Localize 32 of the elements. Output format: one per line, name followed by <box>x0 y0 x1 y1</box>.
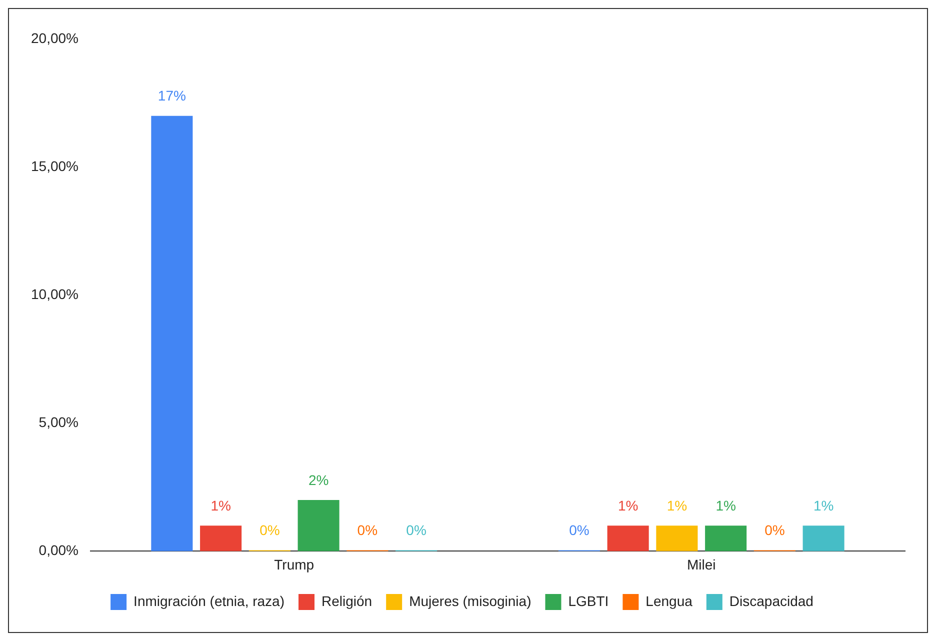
bar <box>705 526 747 552</box>
data-label: 0% <box>260 522 280 538</box>
y-tick-label: 15,00% <box>31 158 78 174</box>
bar <box>151 116 193 552</box>
data-label: 0% <box>569 522 590 538</box>
legend-label: Discapacidad <box>729 592 814 609</box>
data-label: 1% <box>716 497 736 514</box>
data-label: 2% <box>308 472 329 488</box>
y-tick-label: 0,00% <box>38 542 78 558</box>
data-label: 1% <box>618 497 638 514</box>
data-label: 0% <box>357 522 378 538</box>
data-label: 0% <box>406 522 426 538</box>
legend-label: Inmigración (etnia, raza) <box>134 592 284 609</box>
legend-label: Mujeres (misoginia) <box>409 592 532 609</box>
y-tick-label: 5,00% <box>38 414 78 430</box>
data-label: 1% <box>666 497 688 514</box>
bar <box>298 500 340 552</box>
data-label: 17% <box>158 88 186 104</box>
x-tick-label: Trump <box>274 556 314 572</box>
data-label: 1% <box>210 497 231 514</box>
bar <box>802 526 844 552</box>
bar <box>656 526 698 552</box>
bar <box>607 526 649 552</box>
legend-label: LGBTI <box>568 592 609 609</box>
bar <box>200 526 242 552</box>
x-tick-label: Milei <box>686 556 716 572</box>
data-label: 0% <box>764 522 785 538</box>
legend-label: Religión <box>322 592 372 609</box>
legend-label: Lengua <box>646 592 693 609</box>
y-tick-label: 20,00% <box>31 30 78 46</box>
data-label: 1% <box>813 497 834 514</box>
y-tick-label: 10,00% <box>31 286 78 302</box>
